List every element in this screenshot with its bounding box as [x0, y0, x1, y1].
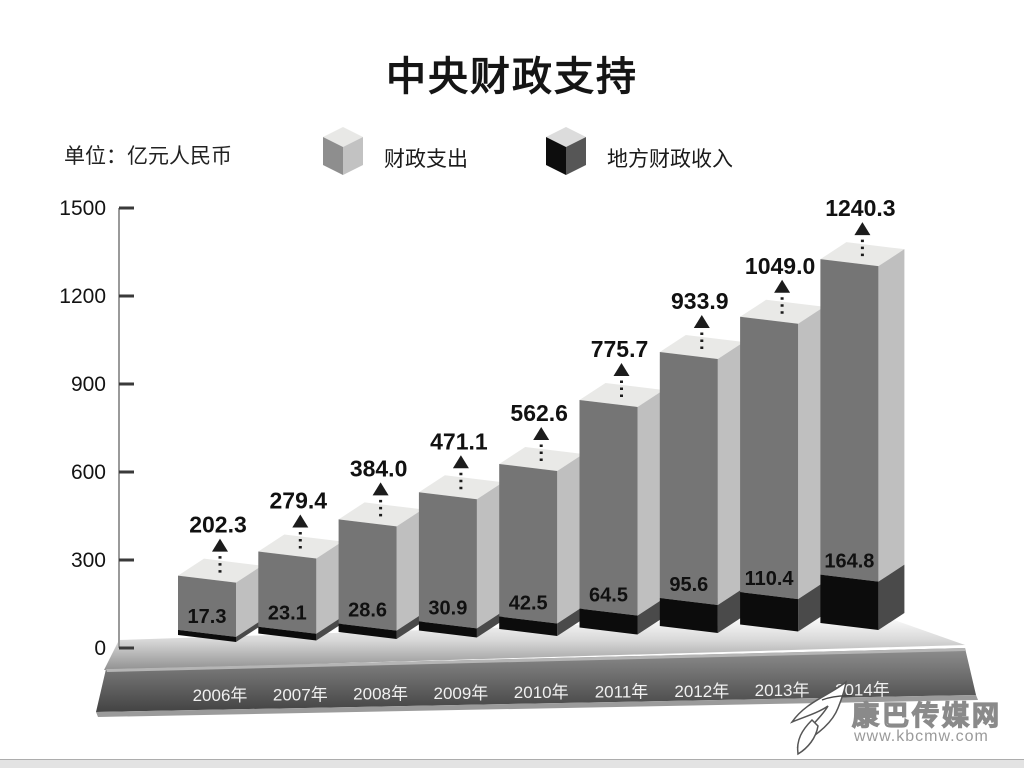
bar-secondary-value-label: 42.5 [509, 593, 548, 615]
legend-label-expenditure: 财政支出 [384, 148, 468, 171]
bar-front-face [338, 519, 397, 631]
y-axis-tick-label: 0 [94, 637, 106, 660]
bar-front-face [178, 575, 236, 637]
bar-side-face [236, 565, 262, 637]
bar-front-face [579, 399, 638, 616]
year-label: 2014年 [835, 680, 890, 699]
arrow-up-icon [613, 362, 630, 376]
bar-secondary-value-label: 30.9 [428, 597, 467, 619]
bar-side-face [717, 342, 744, 605]
bar-secondary-value-label: 64.5 [589, 585, 628, 607]
bar-secondary-side-face [396, 613, 423, 639]
chart-title: 中央财政支持 [386, 55, 638, 99]
bar-front-face [740, 316, 799, 600]
bar-front-face [418, 492, 477, 629]
bar-side-face [316, 541, 343, 634]
bar-value-label: 471.1 [430, 428, 488, 454]
year-label: 2011年 [595, 683, 649, 702]
legend-gray-cube-icon [323, 127, 363, 175]
y-axis-tick-label: 1200 [59, 285, 106, 308]
bar-secondary-front-face [579, 608, 638, 635]
bar-secondary-front-face [820, 574, 879, 630]
platform-top-edge [106, 648, 966, 672]
year-label: 2013年 [755, 681, 810, 700]
bar-secondary-value-label: 110.4 [745, 568, 795, 590]
watermark-swoosh-leaf-icon [789, 680, 852, 756]
bar-secondary-front-face [418, 621, 477, 638]
bar-value-label: 775.7 [591, 336, 649, 362]
watermark-site-name: 康巴传媒网 [851, 700, 1002, 731]
arrow-up-icon [693, 315, 710, 329]
bar-secondary-side-face [557, 606, 584, 636]
bar-front-face [820, 259, 879, 582]
bar-secondary-front-face [740, 592, 799, 632]
platform-shadow [96, 695, 978, 717]
year-label: 2007年 [273, 685, 328, 704]
arrow-up-icon [854, 222, 871, 236]
legend-label-revenue: 地方财政收入 [607, 148, 733, 171]
bar-secondary-value-label: 23.1 [268, 603, 307, 625]
arrow-up-icon [372, 482, 389, 496]
bar-side-face [396, 509, 423, 631]
watermark-url: www.kbcmw.com [854, 728, 989, 745]
bar-value-label: 1049.0 [745, 253, 815, 279]
bar-secondary-side-face [798, 582, 825, 632]
bar-secondary-front-face [338, 623, 397, 639]
bar-secondary-value-label: 164.8 [824, 551, 874, 573]
bar-value-label: 384.0 [350, 455, 408, 481]
bar-side-face [557, 453, 584, 624]
bar-secondary-front-face [178, 629, 236, 642]
arrow-up-icon [774, 279, 791, 293]
year-label: 2006年 [193, 686, 248, 705]
unit-label: 单位：亿元人民币 [64, 145, 232, 168]
bar-value-label: 1240.3 [825, 195, 895, 221]
bar-value-label: 562.6 [510, 400, 568, 426]
year-label: 2012年 [674, 682, 729, 701]
arrow-up-icon [452, 455, 469, 469]
bar-front-face [499, 463, 558, 624]
legend-item-expenditure: 财政支出 [322, 126, 468, 176]
bar-secondary-value-label: 28.6 [348, 600, 387, 622]
bar-secondary-front-face [659, 597, 718, 633]
bar-side-face [798, 306, 825, 600]
bar-secondary-side-face [637, 598, 664, 635]
bar-secondary-value-label: 17.3 [188, 606, 227, 628]
y-axis-tick-label: 600 [71, 461, 106, 484]
year-label: 2008年 [353, 685, 408, 704]
watermark: 康巴传媒网 www.kbcmw.com [782, 678, 1018, 756]
bar-secondary-side-face [476, 611, 503, 638]
arrow-up-icon [212, 538, 228, 552]
floor [104, 615, 965, 670]
bar-secondary-side-face [236, 619, 262, 642]
arrow-up-icon [533, 426, 550, 440]
y-axis-tick-label: 900 [71, 373, 106, 396]
bar-front-face [258, 551, 317, 634]
bar-side-face [476, 482, 503, 629]
year-label: 2009年 [433, 684, 488, 703]
y-axis-tick-label: 300 [71, 549, 106, 572]
y-axis-tick-label: 1500 [59, 197, 106, 220]
bar-front-face [659, 352, 718, 605]
bar-secondary-side-face [878, 564, 905, 630]
bar-side-face [637, 389, 664, 616]
bar-value-label: 933.9 [671, 288, 729, 314]
bottom-strip [0, 759, 1024, 768]
bar-value-label: 279.4 [270, 488, 328, 514]
bar-value-label: 202.3 [189, 512, 247, 538]
year-label: 2010年 [514, 683, 569, 702]
bar-secondary-front-face [499, 616, 558, 636]
legend-black-cube-icon [546, 127, 586, 175]
bar-side-face [878, 249, 905, 582]
bar-secondary-side-face [717, 587, 744, 633]
bar-secondary-value-label: 95.6 [669, 574, 708, 596]
arrow-up-icon [292, 514, 309, 528]
bar-secondary-side-face [316, 616, 343, 641]
legend-item-revenue: 地方财政收入 [545, 126, 733, 176]
bar-secondary-front-face [258, 626, 317, 641]
